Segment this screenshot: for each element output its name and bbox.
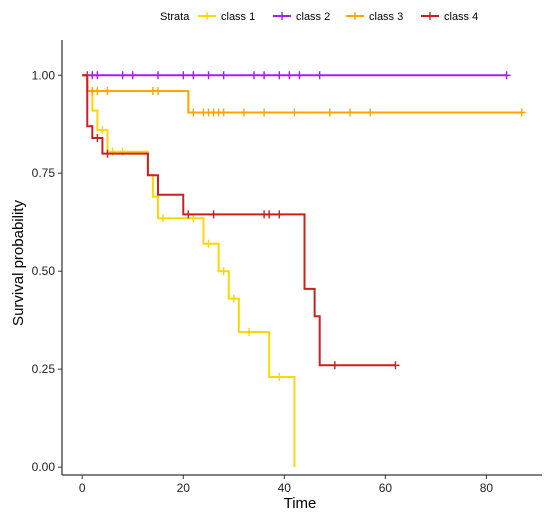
legend-item: class 3 <box>346 11 403 23</box>
censor-mark <box>103 149 112 158</box>
survival-curve <box>82 74 396 367</box>
censor-mark <box>325 108 334 117</box>
series-class-4 <box>82 74 400 370</box>
censor-mark <box>250 71 258 80</box>
censor-mark <box>179 71 188 80</box>
censor-mark <box>275 210 284 219</box>
plot-area <box>82 71 526 468</box>
censor-mark <box>244 327 253 336</box>
censor-mark <box>517 108 526 117</box>
x-tick-label: 80 <box>480 481 494 495</box>
series-class-3 <box>82 74 526 117</box>
legend-label: class 4 <box>444 11 478 23</box>
y-tick-label: 0.25 <box>32 362 56 376</box>
legend-label: class 1 <box>221 11 255 23</box>
censor-mark <box>204 239 213 248</box>
censor-mark <box>285 71 294 80</box>
axes: 0 20 40 60 80 0.00 0.25 0.50 0.75 1.00 <box>32 40 542 495</box>
censor-mark <box>154 86 162 95</box>
survival-curve <box>82 74 296 468</box>
censor-mark <box>219 108 228 117</box>
censor-mark <box>502 71 511 80</box>
legend-key-mark <box>203 12 211 20</box>
censor-mark <box>103 86 112 95</box>
censor-mark <box>118 71 127 80</box>
censor-mark <box>219 71 228 80</box>
y-tick-label: 1.00 <box>32 68 56 82</box>
censor-mark <box>93 133 102 142</box>
censor-mark <box>189 108 198 117</box>
censor-mark <box>189 214 198 223</box>
legend: Strata class 1 class 2 class 3 class 4 <box>160 11 478 23</box>
censor-mark <box>330 361 339 370</box>
survival-curve <box>82 74 522 114</box>
censor-mark <box>229 294 238 303</box>
censor-mark <box>366 108 375 117</box>
censor-mark <box>219 267 228 276</box>
legend-title: Strata <box>160 11 190 23</box>
legend-item: class 1 <box>198 11 255 23</box>
censor-mark <box>93 71 102 80</box>
censor-mark <box>275 71 284 80</box>
y-tick-label: 0.00 <box>32 460 56 474</box>
y-tick-label: 0.75 <box>32 166 56 180</box>
censor-mark <box>265 210 274 219</box>
x-tick-label: 20 <box>177 481 191 495</box>
legend-item: class 2 <box>273 11 330 23</box>
censor-mark <box>98 126 107 135</box>
x-tick-label: 60 <box>379 481 393 495</box>
series-class-2 <box>82 71 511 80</box>
x-axis-title: Time <box>284 495 317 512</box>
legend-item: class 4 <box>421 11 478 23</box>
censor-mark <box>275 373 284 382</box>
censor-mark <box>184 210 193 219</box>
censor-mark <box>391 361 400 370</box>
censor-mark <box>290 108 299 117</box>
legend-label: class 3 <box>369 11 403 23</box>
censor-mark <box>239 108 248 117</box>
x-tick-label: 0 <box>79 481 86 495</box>
x-tick-label: 40 <box>278 481 292 495</box>
censor-mark <box>209 210 218 219</box>
censor-mark <box>204 71 213 80</box>
legend-key-mark <box>426 12 434 20</box>
y-tick-label: 0.50 <box>32 264 56 278</box>
censor-mark <box>260 71 269 80</box>
censor-mark <box>189 71 198 80</box>
censor-mark <box>260 108 269 117</box>
series-class-1 <box>82 74 296 468</box>
y-axis-title: Survival probability <box>10 200 27 326</box>
censor-mark <box>159 214 168 223</box>
censor-mark <box>128 71 137 80</box>
censor-mark <box>315 71 324 80</box>
censor-mark <box>295 71 304 80</box>
censor-mark <box>346 108 354 117</box>
legend-label: class 2 <box>296 11 330 23</box>
censor-mark <box>154 71 162 80</box>
legend-key-mark <box>351 12 359 20</box>
legend-key-mark <box>278 12 286 20</box>
censor-mark <box>93 86 102 95</box>
